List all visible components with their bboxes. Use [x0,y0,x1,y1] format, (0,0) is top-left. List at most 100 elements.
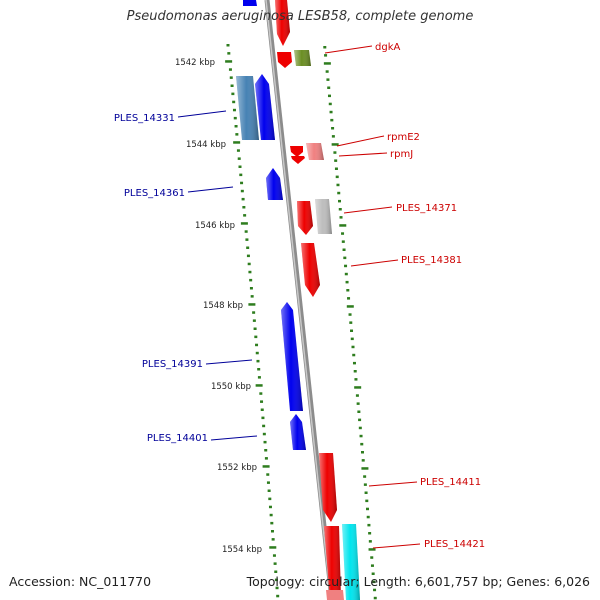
gene-rpmJ-b[interactable] [291,156,305,164]
tick-label-1548: 1548 kbp [203,301,243,311]
minor-tick [241,197,245,201]
minor-tick [232,100,236,104]
leader-PLES_14361 [187,186,234,193]
outer-ring-dot [329,110,333,114]
label-PLES_14421[interactable]: PLES_14421 [424,539,485,550]
outer-ring-dot [357,410,361,413]
label-PLES_14401[interactable]: PLES_14401 [147,433,208,444]
outer-ring-dot [331,143,339,146]
minor-tick [234,125,238,128]
gene-rpmJ-small[interactable] [277,52,292,68]
minor-tick [242,206,246,209]
map-title: Pseudomonas aeruginosa LESB58, complete … [126,9,474,24]
minor-tick [252,319,256,322]
genome-backbone [264,0,335,600]
minor-tick [232,108,236,112]
label-rpmE2[interactable]: rpmE2 [387,132,420,143]
leader-PLES_14391 [205,359,253,365]
major-tick [269,546,277,549]
gene-top-reverse[interactable] [243,0,257,6]
minor-tick [273,562,277,565]
outer-ring-dot [368,548,376,551]
minor-tick [239,173,243,177]
minor-tick [267,489,271,492]
minor-tick [264,457,268,460]
minor-tick [256,359,260,363]
leader-rpmE2 [336,135,385,147]
minor-tick [266,481,270,484]
minor-tick [255,343,259,347]
outer-ring-dot [339,224,347,227]
minor-tick [235,133,239,136]
outer-ring-dot [353,370,357,373]
major-tick [248,303,256,306]
outer-ring-dot [361,467,369,470]
outer-ring-dot [334,167,338,170]
outer-ring-dot [346,305,354,308]
minor-tick [270,521,274,525]
gene-bottom-pink[interactable] [326,590,344,600]
label-PLES_14411[interactable]: PLES_14411 [420,477,481,488]
outer-ring-dot [336,183,340,187]
major-tick [255,384,263,387]
minor-tick [260,408,264,411]
minor-tick [229,76,233,79]
outer-ring-dot [327,94,331,98]
minor-tick [252,311,256,314]
tick-label-1546: 1546 kbp [195,221,235,231]
outer-ring-dot [356,402,360,405]
outer-ring-dot [355,394,359,397]
label-dgkA[interactable]: dgkA [375,42,400,53]
outer-ring-dot [342,248,346,251]
tick-label-1542: 1542 kbp [175,58,215,68]
outer-ring-dot [366,515,370,519]
outer-ring-dot [363,475,367,478]
minor-tick [249,278,253,282]
outer-dotted-ring [323,46,377,600]
outer-ring-dot [338,199,342,203]
outer-ring-dot [358,426,362,430]
minor-tick [260,400,264,403]
outer-ring-dot [365,499,369,503]
leader-PLES_14421 [372,543,421,549]
outer-ring-dot [350,329,354,332]
leader-PLES_14331 [177,110,227,118]
outer-ring-dot [333,151,337,154]
minor-tick [244,230,248,233]
minor-tick [276,594,280,598]
outer-ring-dot [323,62,331,65]
minor-tick [266,473,270,476]
tick-labels: 1542 kbp 1544 kbp 1546 kbp 1548 kbp 1550… [175,58,262,555]
minor-tick [231,92,235,96]
genome-backbone-highlight [265,0,332,600]
forward-strand-genes [275,0,360,600]
outer-ring-dot [341,232,345,235]
minor-tick [274,570,278,573]
outer-ring-dot [370,556,374,559]
label-PLES_14381[interactable]: PLES_14381 [401,255,462,266]
outer-ring-dot [330,118,334,122]
label-rpmJ[interactable]: rpmJ [390,149,413,160]
minor-tick [269,513,273,517]
label-PLES_14371[interactable]: PLES_14371 [396,203,457,214]
outer-ring-dot [347,297,351,300]
outer-ring-dot [349,321,353,324]
gene-rpmJ[interactable] [290,146,303,157]
tick-label-1550: 1550 kbp [211,382,251,392]
outer-ring-dot [368,540,372,543]
label-PLES_14361[interactable]: PLES_14361 [124,188,185,199]
label-PLES_14331[interactable]: PLES_14331 [114,113,175,124]
outer-ring-dot [354,378,358,381]
minor-tick [268,505,272,509]
leader-PLES_14401 [210,435,258,441]
label-PLES_14391[interactable]: PLES_14391 [142,359,203,370]
minor-tick [272,554,276,557]
minor-tick [255,351,259,355]
minor-tick [270,530,274,533]
minor-tick [228,68,232,71]
accession-text: Accession: NC_011770 [9,574,152,589]
minor-tick [236,149,240,152]
outer-ring-dot [373,596,377,600]
minor-tick [243,214,247,217]
